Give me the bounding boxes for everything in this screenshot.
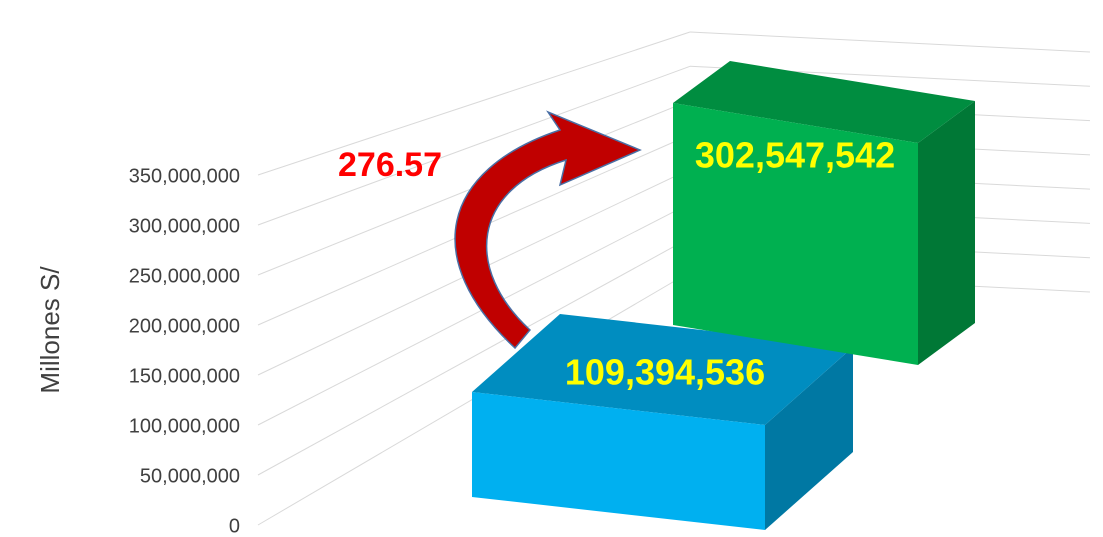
y-tick-label: 300,000,000 (129, 215, 240, 237)
grid-line (257, 31, 691, 176)
value-labels: 109,394,536 302,547,542 (565, 135, 895, 393)
bar-top (673, 61, 975, 143)
value-label: 302,547,542 (695, 135, 895, 176)
grid-line (257, 202, 691, 426)
y-axis-title: Millones S/ (35, 266, 65, 394)
y-tick-label: 150,000,000 (129, 365, 240, 387)
bar (673, 103, 918, 365)
bar (472, 392, 765, 530)
annotation: 276.57 (338, 146, 442, 184)
y-tick-label: 250,000,000 (129, 265, 240, 287)
bars (472, 61, 975, 530)
y-tick-label: 350,000,000 (129, 165, 240, 187)
y-tick-label: 100,000,000 (129, 415, 240, 437)
arrow (454, 110, 642, 350)
y-tick-label: 50,000,000 (140, 465, 240, 487)
y-tick-label: 200,000,000 (129, 315, 240, 337)
grid-line (257, 237, 691, 476)
grid-line (689, 31, 1091, 53)
bar-top (472, 314, 853, 425)
bar-side (918, 101, 975, 365)
grid-line (257, 65, 691, 226)
value-label: 109,394,536 (565, 352, 765, 393)
y-tick-label: 0 (229, 515, 240, 537)
bar-side (765, 347, 853, 530)
